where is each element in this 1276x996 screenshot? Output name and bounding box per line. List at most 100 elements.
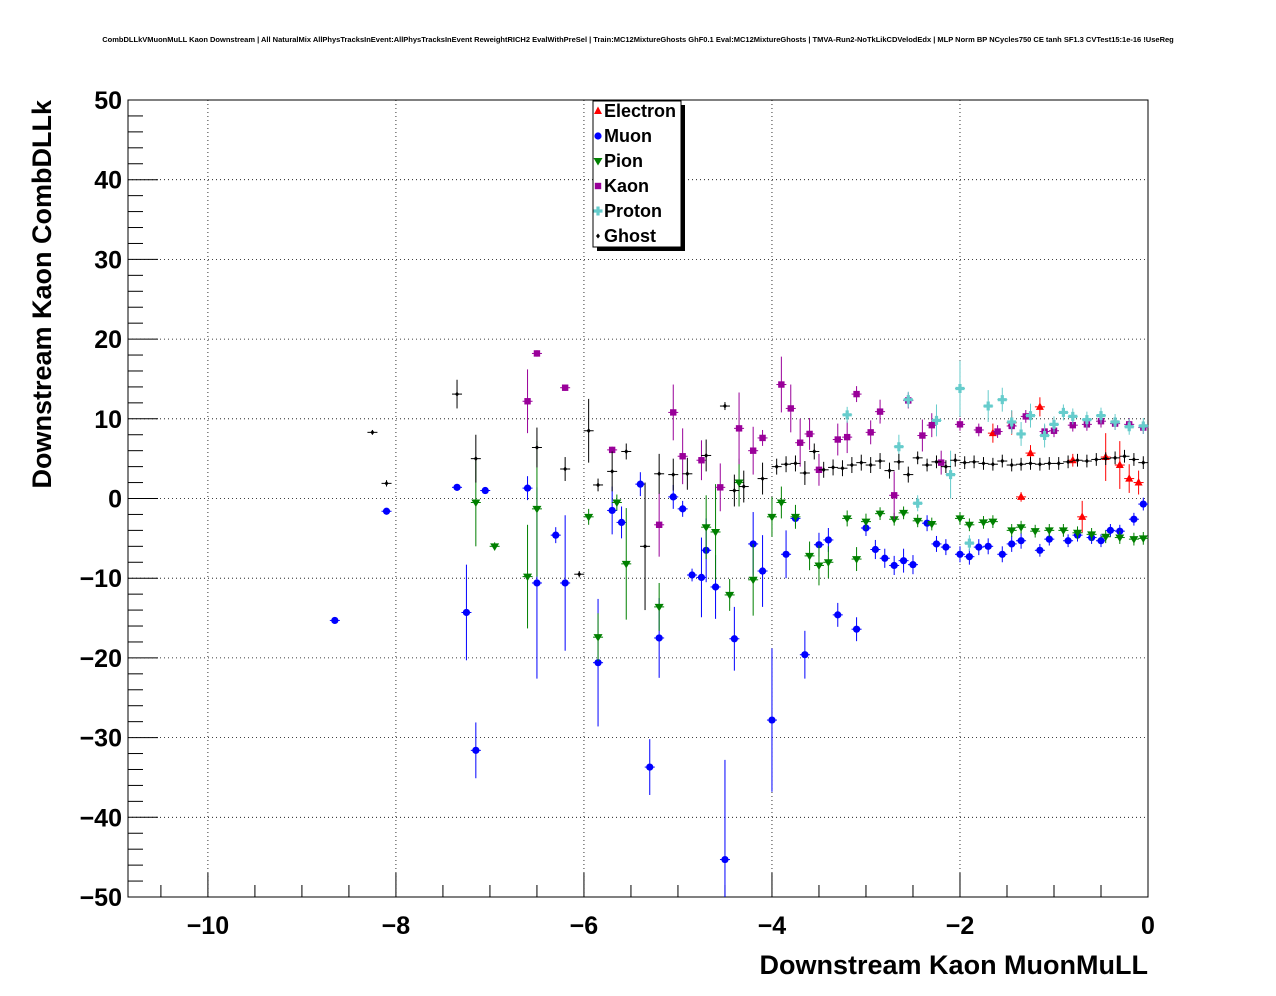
- point-marker: [596, 482, 601, 488]
- point-marker: [533, 579, 541, 587]
- data-point-muon: [1016, 532, 1027, 549]
- data-point-kaon: [936, 450, 947, 475]
- point-marker: [1115, 460, 1124, 469]
- point-marker: [1008, 540, 1016, 548]
- data-point-proton: [1138, 418, 1149, 434]
- data-point-kaon: [560, 384, 571, 391]
- point-marker: [943, 464, 948, 470]
- data-point-ghost: [367, 429, 378, 435]
- data-point-kaon: [677, 428, 688, 485]
- legend-marker: [593, 206, 603, 216]
- data-point-ghost: [997, 454, 1008, 468]
- x-tick-labels: −10 −8 −6 −4 −2 0: [187, 912, 1155, 940]
- point-marker: [617, 518, 626, 527]
- y-tick-label: 40: [94, 167, 122, 195]
- data-point-pion: [1128, 532, 1139, 546]
- data-point-pion: [766, 496, 777, 537]
- point-marker: [1035, 402, 1044, 410]
- point-marker: [861, 518, 871, 527]
- point-marker: [1016, 524, 1026, 532]
- data-point-muon: [696, 537, 707, 618]
- point-marker: [577, 571, 582, 577]
- point-marker: [1058, 527, 1068, 535]
- legend-marker: [596, 233, 600, 239]
- point-marker: [990, 461, 995, 467]
- data-point-muon: [1006, 535, 1017, 552]
- y-tick-label: −40: [80, 804, 122, 832]
- x-tick-label: −2: [946, 912, 975, 940]
- point-marker: [876, 408, 884, 415]
- data-point-ghost: [682, 457, 693, 490]
- data-point-ghost: [1072, 453, 1083, 467]
- point-marker: [552, 531, 560, 539]
- data-point-pion: [954, 512, 965, 525]
- point-marker: [867, 429, 874, 436]
- data-point-ghost: [1091, 453, 1102, 466]
- point-marker: [890, 492, 898, 499]
- data-point-pion: [842, 510, 853, 527]
- point-marker: [1125, 474, 1134, 482]
- point-marker: [790, 513, 800, 522]
- point-marker: [955, 384, 965, 394]
- data-point-ghost: [799, 461, 810, 485]
- data-point-proton: [983, 390, 994, 422]
- x-tick-label: −6: [570, 912, 599, 940]
- point-marker: [774, 464, 779, 470]
- data-point-pion: [776, 486, 787, 519]
- point-marker: [679, 453, 686, 460]
- point-marker: [671, 472, 676, 478]
- data-point-kaon: [926, 413, 937, 438]
- x-tick-label: −4: [758, 912, 787, 940]
- point-marker: [975, 543, 983, 551]
- data-point-pion: [1138, 531, 1149, 545]
- legend-marker: [593, 158, 603, 166]
- data-point-pion: [593, 613, 604, 662]
- point-marker: [646, 763, 654, 771]
- point-marker: [931, 415, 941, 425]
- point-marker: [843, 433, 851, 441]
- data-point-pion: [978, 516, 989, 529]
- data-point-muon: [560, 515, 571, 651]
- data-point-kaon: [748, 426, 759, 475]
- data-point-muon: [729, 606, 740, 671]
- x-tick-label: −8: [382, 912, 411, 940]
- data-point-pion: [898, 506, 909, 520]
- point-marker: [981, 460, 986, 466]
- data-point-muon: [687, 568, 698, 582]
- point-marker: [1134, 478, 1143, 486]
- point-marker: [1022, 413, 1029, 420]
- point-marker: [849, 462, 854, 468]
- data-point-ghost: [583, 398, 594, 463]
- data-point-ghost: [1025, 457, 1036, 470]
- point-marker: [1130, 515, 1138, 523]
- point-marker: [881, 554, 889, 562]
- data-point-ghost: [884, 462, 895, 479]
- point-marker: [563, 466, 568, 472]
- data-point-pion: [1072, 526, 1083, 540]
- data-point-muon: [781, 530, 792, 579]
- data-point-pion: [875, 507, 886, 521]
- point-marker: [1097, 537, 1105, 545]
- point-marker: [1138, 421, 1148, 431]
- point-marker: [654, 603, 664, 612]
- data-point-kaon: [522, 369, 533, 434]
- point-marker: [853, 390, 860, 398]
- data-point-kaon: [992, 425, 1003, 438]
- data-point-proton: [964, 535, 975, 552]
- data-point-pion: [926, 517, 937, 531]
- legend: Electron Muon Pion Kaon Proton Ghost: [592, 100, 685, 251]
- point-marker: [919, 432, 926, 439]
- data-series: [329, 350, 1149, 897]
- point-marker: [594, 659, 602, 667]
- data-point-ghost: [931, 455, 942, 469]
- point-marker: [748, 576, 758, 585]
- data-point-ghost: [1081, 454, 1092, 468]
- data-point-pion: [860, 513, 871, 530]
- data-point-ghost: [893, 453, 904, 470]
- x-tick-label: 0: [1141, 912, 1155, 940]
- legend-entry-pion: Pion: [593, 151, 643, 171]
- point-marker: [584, 513, 594, 522]
- data-point-kaon: [851, 386, 862, 403]
- data-point-pion: [1058, 524, 1069, 537]
- data-point-kaon: [668, 384, 679, 441]
